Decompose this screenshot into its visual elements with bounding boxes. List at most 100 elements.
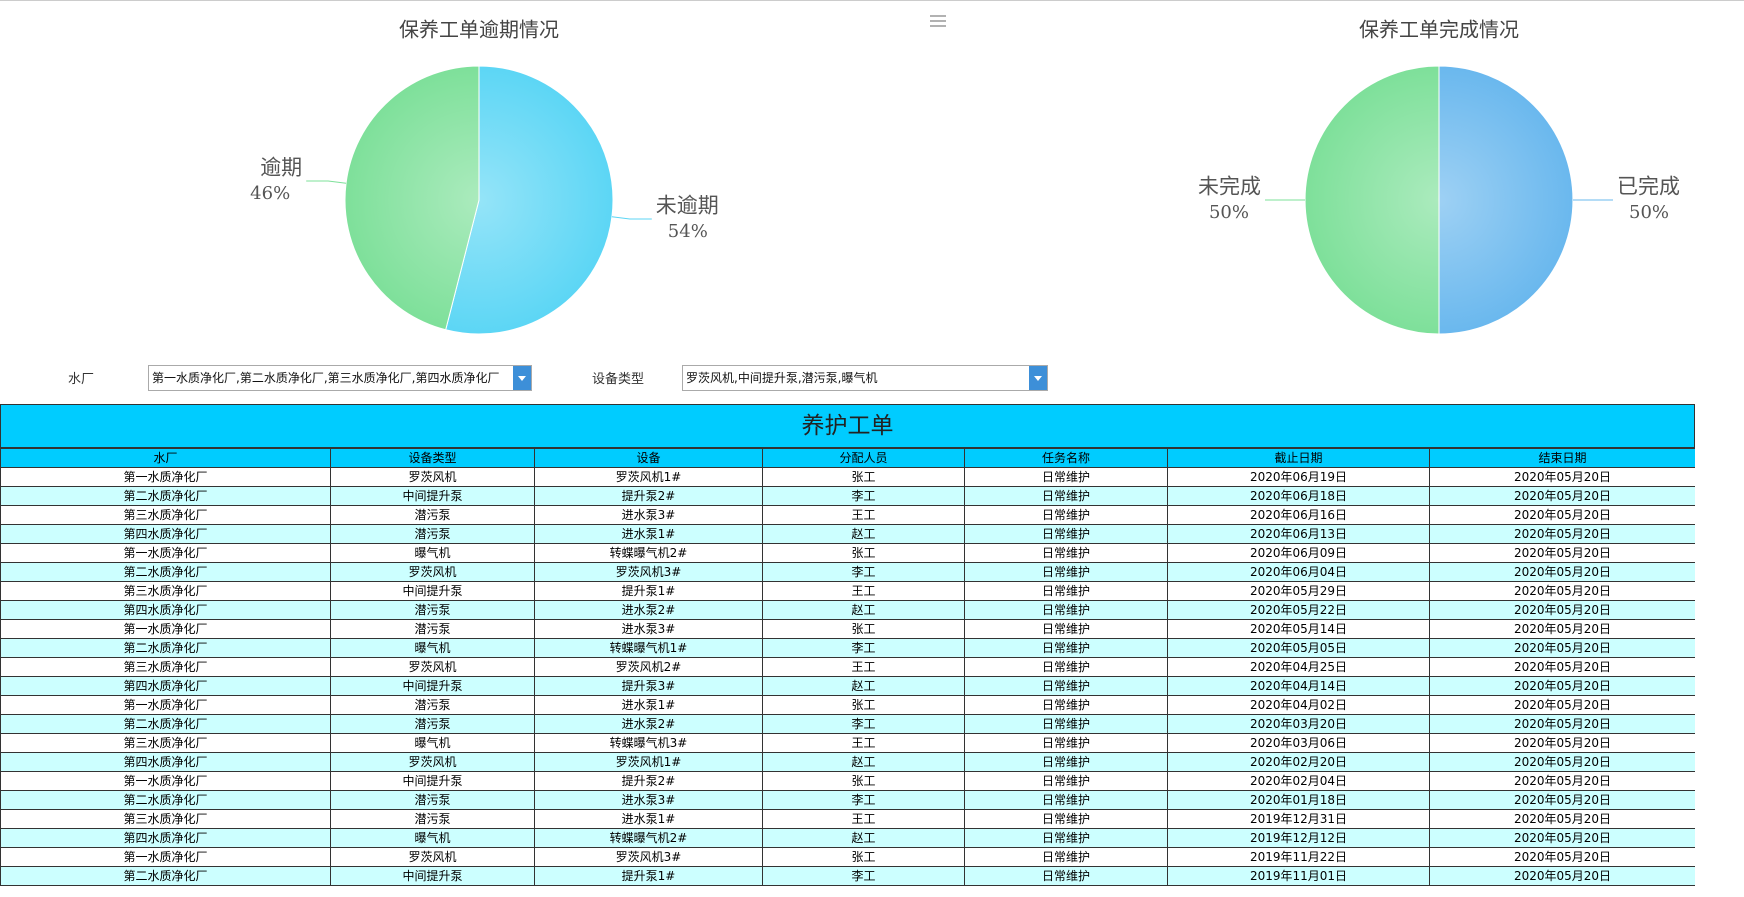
slice-label: 已完成 [1617, 175, 1680, 199]
table-cell: 日常维护 [964, 809, 1168, 829]
table-cell: 日常维护 [964, 657, 1168, 677]
table-cell: 2019年11月01日 [1167, 866, 1430, 886]
table-cell: 日常维护 [964, 676, 1168, 696]
slice-value: 54% [668, 221, 708, 242]
table-cell: 进水泵3# [534, 619, 763, 639]
table-cell: 日常维护 [964, 866, 1168, 886]
table-cell: 提升泵2# [534, 486, 763, 506]
table-cell: 2020年05月20日 [1429, 714, 1695, 734]
table-cell: 曝气机 [330, 733, 535, 753]
table-cell: 中间提升泵 [330, 866, 535, 886]
filter-select[interactable]: 第一水质净化厂,第二水质净化厂,第三水质净化厂,第四水质净化厂 [148, 365, 532, 391]
slice-label: 未完成 [1198, 175, 1261, 199]
table-cell: 第一水质净化厂 [0, 467, 331, 487]
table-cell: 日常维护 [964, 771, 1168, 791]
table-cell: 罗茨风机 [330, 657, 535, 677]
table-cell: 2020年05月20日 [1429, 695, 1695, 715]
filter-value: 第一水质净化厂,第二水质净化厂,第三水质净化厂,第四水质净化厂 [152, 371, 500, 385]
table-cell: 王工 [762, 809, 965, 829]
filter-value: 罗茨风机,中间提升泵,潜污泵,曝气机 [686, 371, 878, 385]
pie-slice [1438, 65, 1574, 335]
table-row: 第四水质净化厂 中间提升泵 提升泵3# 赵工 日常维护 2020年04月14日 2020年0… [0, 676, 1695, 696]
table-cell: 2020年02月20日 [1167, 752, 1430, 772]
table-cell: 日常维护 [964, 790, 1168, 810]
table-cell: 日常维护 [964, 714, 1168, 734]
table-cell: 罗茨风机 [330, 752, 535, 772]
table-cell: 王工 [762, 657, 965, 677]
table-row: 第四水质净化厂 潜污泵 进水泵2# 赵工 日常维护 2020年05月22日 2020年05月… [0, 600, 1695, 620]
table-cell: 2020年05月14日 [1167, 619, 1430, 639]
table-cell: 2020年05月20日 [1429, 809, 1695, 829]
table-cell: 进水泵1# [534, 695, 763, 715]
table-row: 第一水质净化厂 罗茨风机 罗茨风机1# 张工 日常维护 2020年06月19日 2020年0… [0, 467, 1695, 487]
table-cell: 2020年05月05日 [1167, 638, 1430, 658]
table-cell: 张工 [762, 543, 965, 563]
table-cell: 第三水质净化厂 [0, 809, 331, 829]
table-cell: 李工 [762, 638, 965, 658]
table-cell: 第三水质净化厂 [0, 505, 331, 525]
table-cell: 第二水质净化厂 [0, 562, 331, 582]
column-header: 水厂 [0, 448, 331, 468]
leader-line [306, 180, 347, 184]
table-cell: 日常维护 [964, 467, 1168, 487]
table-cell: 第二水质净化厂 [0, 790, 331, 810]
table-cell: 2020年05月20日 [1429, 866, 1695, 886]
table-cell: 李工 [762, 562, 965, 582]
table-cell: 2020年03月20日 [1167, 714, 1430, 734]
table-cell: 第二水质净化厂 [0, 638, 331, 658]
table-cell: 第一水质净化厂 [0, 847, 331, 867]
table-cell: 潜污泵 [330, 505, 535, 525]
table-cell: 2020年05月20日 [1429, 771, 1695, 791]
table-cell: 第四水质净化厂 [0, 676, 331, 696]
table-row: 第四水质净化厂 曝气机 转蝶曝气机2# 赵工 日常维护 2019年12月12日 2020年0… [0, 828, 1695, 848]
table-cell: 赵工 [762, 600, 965, 620]
dropdown-button[interactable] [513, 366, 531, 390]
table-cell: 2020年03月06日 [1167, 733, 1430, 753]
table-cell: 赵工 [762, 676, 965, 696]
table-row: 第二水质净化厂 曝气机 转蝶曝气机1# 李工 日常维护 2020年05月05日 2020年0… [0, 638, 1695, 658]
table-cell: 第四水质净化厂 [0, 828, 331, 848]
table-row: 第一水质净化厂 潜污泵 进水泵3# 张工 日常维护 2020年05月14日 2020年05月… [0, 619, 1695, 639]
table-cell: 2020年05月20日 [1429, 676, 1695, 696]
table-cell: 2020年05月20日 [1429, 581, 1695, 601]
table-cell: 2020年05月20日 [1429, 467, 1695, 487]
table-row: 第三水质净化厂 潜污泵 进水泵1# 王工 日常维护 2019年12月31日 2020年05月… [0, 809, 1695, 829]
table-cell: 张工 [762, 771, 965, 791]
table-cell: 赵工 [762, 828, 965, 848]
table-cell: 赵工 [762, 752, 965, 772]
column-header: 分配人员 [762, 448, 965, 468]
table-cell: 提升泵1# [534, 581, 763, 601]
table-cell: 李工 [762, 714, 965, 734]
table-row: 第四水质净化厂 罗茨风机 罗茨风机1# 赵工 日常维护 2020年02月20日 2020年0… [0, 752, 1695, 772]
table: 水厂 设备类型 设备 分配人员 任务名称 截止日期 结束日期 第一水质净化厂 罗茨风机 罗茨风机… [0, 448, 1695, 886]
table-cell: 进水泵2# [534, 600, 763, 620]
table-cell: 2020年05月22日 [1167, 600, 1430, 620]
table-cell: 潜污泵 [330, 695, 535, 715]
table-cell: 2020年04月14日 [1167, 676, 1430, 696]
table-row: 第一水质净化厂 潜污泵 进水泵1# 张工 日常维护 2020年04月02日 2020年05月… [0, 695, 1695, 715]
column-header: 设备类型 [330, 448, 535, 468]
menu-icon[interactable] [930, 15, 946, 27]
table-cell: 张工 [762, 695, 965, 715]
table-cell: 进水泵3# [534, 790, 763, 810]
dropdown-button[interactable] [1029, 366, 1047, 390]
table-cell: 2020年05月20日 [1429, 638, 1695, 658]
table-row: 第三水质净化厂 罗茨风机 罗茨风机2# 王工 日常维护 2020年04月25日 2020年0… [0, 657, 1695, 677]
filter-select[interactable]: 罗茨风机,中间提升泵,潜污泵,曝气机 [682, 365, 1048, 391]
table-title: 养护工单 [0, 404, 1695, 448]
table-cell: 日常维护 [964, 600, 1168, 620]
table-cell: 第四水质净化厂 [0, 524, 331, 544]
table-row: 第四水质净化厂 潜污泵 进水泵1# 赵工 日常维护 2020年06月13日 2020年05月… [0, 524, 1695, 544]
table-cell: 2020年05月20日 [1429, 562, 1695, 582]
table-cell: 2020年05月20日 [1429, 524, 1695, 544]
table-cell: 张工 [762, 467, 965, 487]
table-cell: 日常维护 [964, 562, 1168, 582]
table-cell: 日常维护 [964, 505, 1168, 525]
table-cell: 张工 [762, 847, 965, 867]
table-row: 第二水质净化厂 潜污泵 进水泵3# 李工 日常维护 2020年01月18日 2020年05月… [0, 790, 1695, 810]
table-row: 第二水质净化厂 潜污泵 进水泵2# 李工 日常维护 2020年03月20日 2020年05月… [0, 714, 1695, 734]
table-cell: 2020年05月20日 [1429, 505, 1695, 525]
table-cell: 日常维护 [964, 524, 1168, 544]
header-row: 水厂 设备类型 设备 分配人员 任务名称 截止日期 结束日期 [0, 448, 1695, 468]
